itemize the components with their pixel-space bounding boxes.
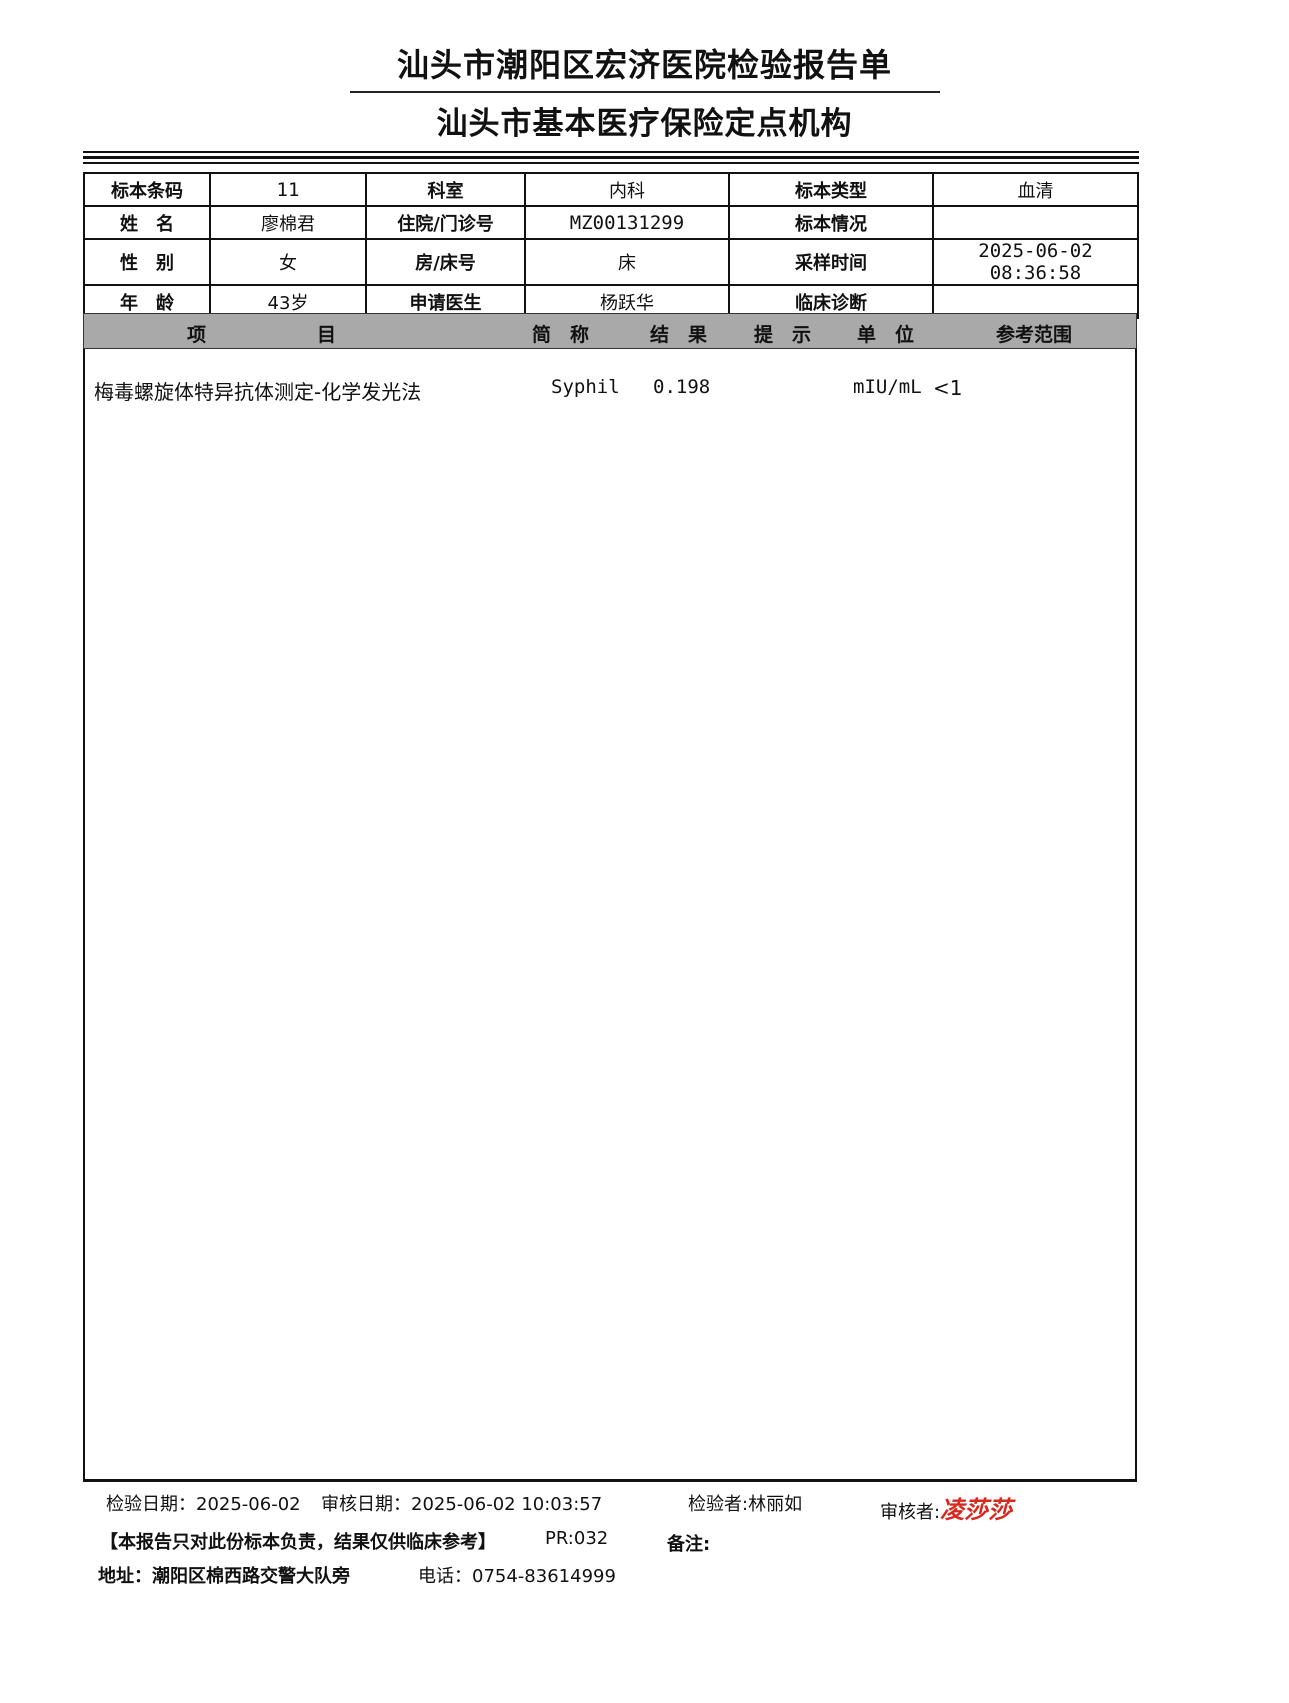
- label-bed: 房/床号: [365, 238, 526, 286]
- label-sex: 性 别: [83, 238, 211, 286]
- remark-label: 备注:: [667, 1534, 711, 1555]
- address: 地址：潮阳区棉西路交警大队旁: [98, 1566, 350, 1587]
- col-flag: 提 示: [754, 324, 812, 346]
- double-rule-bottom: [83, 162, 1139, 164]
- col-item-b: 目: [317, 324, 337, 346]
- report-title: 汕头市潮阳区宏济医院检验报告单: [396, 46, 892, 84]
- col-ref: 参考范围: [996, 324, 1073, 346]
- value-name: 廖棉君: [209, 205, 367, 240]
- tester: 检验者:林丽如: [688, 1494, 803, 1515]
- review-date: 审核日期：2025-06-02 10:03:57: [321, 1494, 603, 1515]
- info-row: 姓 名 廖棉君 住院/门诊号 MZ00131299 标本情况: [83, 205, 1139, 240]
- patient-info-table: 标本条码 11 科室 内科 标本类型 血清 姓 名 廖棉君 住院/门诊号 MZ0…: [83, 172, 1139, 319]
- result-value: 0.198: [653, 376, 711, 398]
- label-patient-no: 住院/门诊号: [365, 205, 526, 240]
- double-rule-mid: [83, 156, 1139, 159]
- reviewer-signature: 凌莎莎: [940, 1495, 1013, 1524]
- title-divider: [350, 91, 940, 93]
- reviewer: 审核者:凌莎莎: [880, 1490, 1012, 1525]
- value-sampling-time: 2025-06-02 08:36:58: [932, 238, 1139, 286]
- label-sampling-time: 采样时间: [728, 238, 934, 286]
- label-name: 姓 名: [83, 205, 211, 240]
- col-abbr: 简 称: [532, 324, 590, 346]
- value-bed: 床: [524, 238, 730, 286]
- double-rule-top: [83, 151, 1139, 153]
- report-subtitle: 汕头市基本医疗保险定点机构: [436, 106, 853, 142]
- info-row: 标本条码 11 科室 内科 标本类型 血清: [83, 172, 1139, 207]
- pr-code: PR:032: [545, 1528, 609, 1549]
- value-specimen-status: [932, 205, 1139, 240]
- disclaimer: 【本报告只对此份标本负责，结果仅供临床参考】: [100, 1532, 496, 1553]
- col-result: 结 果: [650, 324, 708, 346]
- results-body: 梅毒螺旋体特异抗体测定-化学发光法 Syphil 0.198 mIU/mL <1: [83, 349, 1137, 1482]
- test-date: 检验日期：2025-06-02: [106, 1494, 301, 1515]
- result-ref: <1: [933, 376, 963, 400]
- label-specimen-status: 标本情况: [728, 205, 934, 240]
- result-abbr: Syphil: [551, 376, 620, 398]
- col-item-a: 项: [187, 324, 207, 346]
- label-barcode: 标本条码: [83, 172, 211, 207]
- value-sex: 女: [209, 238, 367, 286]
- label-department: 科室: [365, 172, 526, 207]
- phone: 电话：0754-83614999: [418, 1566, 616, 1587]
- value-department: 内科: [524, 172, 730, 207]
- reviewer-label: 审核者:: [880, 1502, 941, 1523]
- value-specimen-type: 血清: [932, 172, 1139, 207]
- info-row: 性 别 女 房/床号 床 采样时间 2025-06-02 08:36:58: [83, 238, 1139, 286]
- result-unit: mIU/mL: [853, 376, 922, 398]
- result-item: 梅毒螺旋体特异抗体测定-化学发光法: [94, 380, 422, 404]
- value-patient-no: MZ00131299: [524, 205, 730, 240]
- label-specimen-type: 标本类型: [728, 172, 934, 207]
- value-barcode: 11: [209, 172, 367, 207]
- results-header: 项 目 简 称 结 果 提 示 单 位 参考范围: [83, 313, 1137, 349]
- col-unit: 单 位: [857, 324, 915, 346]
